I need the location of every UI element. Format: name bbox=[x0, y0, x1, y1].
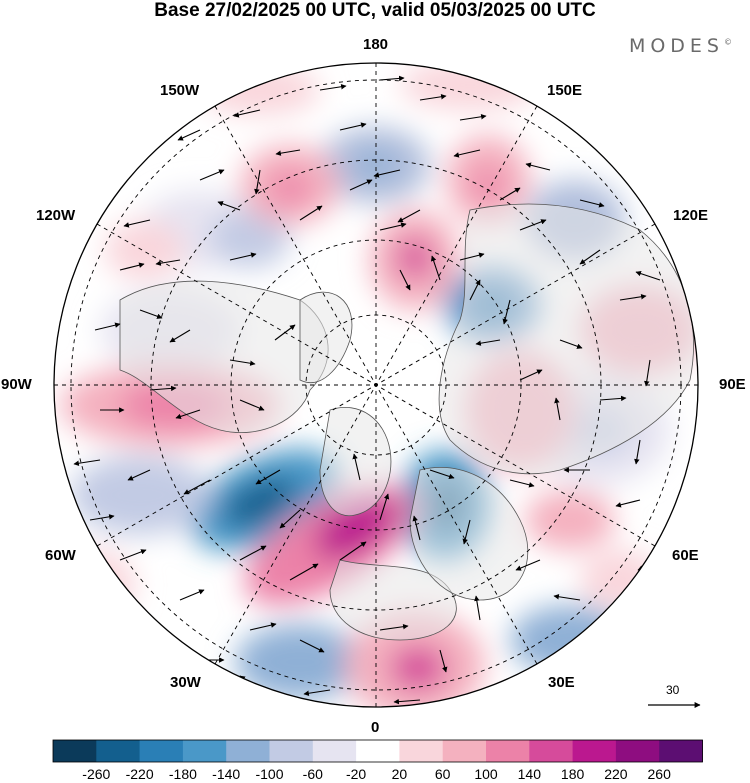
colorbar-tick-label: -180 bbox=[168, 766, 197, 782]
colorbar-tick-label: 20 bbox=[391, 766, 408, 782]
lon-label-180: 180 bbox=[363, 36, 389, 53]
colorbar-tick-label: -60 bbox=[302, 766, 323, 782]
lon-label-30e: 30E bbox=[548, 674, 575, 691]
colorbar-swatch bbox=[442, 740, 487, 762]
colorbar-tick-label: 140 bbox=[517, 766, 541, 782]
lon-label-60e: 60E bbox=[672, 547, 699, 564]
colorbar-swatch bbox=[572, 740, 617, 762]
lon-label-60w: 60W bbox=[45, 547, 76, 564]
colorbar bbox=[52, 739, 703, 763]
colorbar-swatch bbox=[269, 740, 314, 762]
colorbar-labels: -260 -220 -180 -140 -100 -60 -20 20 60 100 140 180 2… bbox=[0, 766, 750, 782]
anomaly-field bbox=[54, 63, 698, 707]
colorbar-swatch bbox=[399, 740, 444, 762]
colorbar-swatch bbox=[659, 740, 703, 762]
colorbar-tick-label: 180 bbox=[560, 766, 585, 782]
lon-label-150e: 150E bbox=[547, 82, 583, 99]
lon-label-150w: 150W bbox=[160, 82, 200, 99]
colorbar-tick-label: -220 bbox=[125, 766, 154, 782]
lon-label-0: 0 bbox=[371, 719, 380, 736]
lon-label-90w: 90W bbox=[1, 376, 32, 393]
colorbar-tick-label: 100 bbox=[474, 766, 498, 782]
colorbar-swatch bbox=[139, 740, 184, 762]
reference-vector-label: 30 bbox=[666, 683, 680, 697]
colorbar-swatch bbox=[529, 740, 573, 762]
colorbar-tick-label: 220 bbox=[604, 766, 628, 782]
colorbar-tick-label: -100 bbox=[255, 766, 284, 782]
graticule bbox=[54, 63, 698, 707]
lon-label-90e: 90E bbox=[719, 376, 746, 393]
colorbar-swatch bbox=[182, 740, 227, 762]
colorbar-tick-label: -260 bbox=[82, 766, 111, 782]
colorbar-border bbox=[52, 739, 703, 763]
colorbar-tick-label: -20 bbox=[345, 766, 367, 782]
colorbar-tick-label: 60 bbox=[434, 766, 451, 782]
colorbar-swatch bbox=[226, 740, 270, 762]
map-boundary bbox=[53, 62, 699, 708]
modes-logo: MODES© bbox=[628, 35, 732, 57]
colorbar-swatch bbox=[96, 740, 140, 762]
lon-label-120e: 120E bbox=[673, 207, 709, 224]
colorbar-swatch bbox=[356, 740, 400, 762]
colorbar-swatch bbox=[615, 740, 660, 762]
lon-label-120w: 120W bbox=[36, 207, 76, 224]
colorbar-swatch bbox=[312, 740, 357, 762]
map-title: Base 27/02/2025 00 UTC, valid 05/03/2025… bbox=[154, 0, 596, 21]
colorbar-swatch bbox=[53, 740, 97, 762]
colorbar-swatch bbox=[486, 740, 530, 762]
colorbar-tick-label: 260 bbox=[647, 766, 671, 782]
colorbar-tick-label: -140 bbox=[212, 766, 241, 782]
lon-label-30w: 30W bbox=[170, 674, 201, 691]
